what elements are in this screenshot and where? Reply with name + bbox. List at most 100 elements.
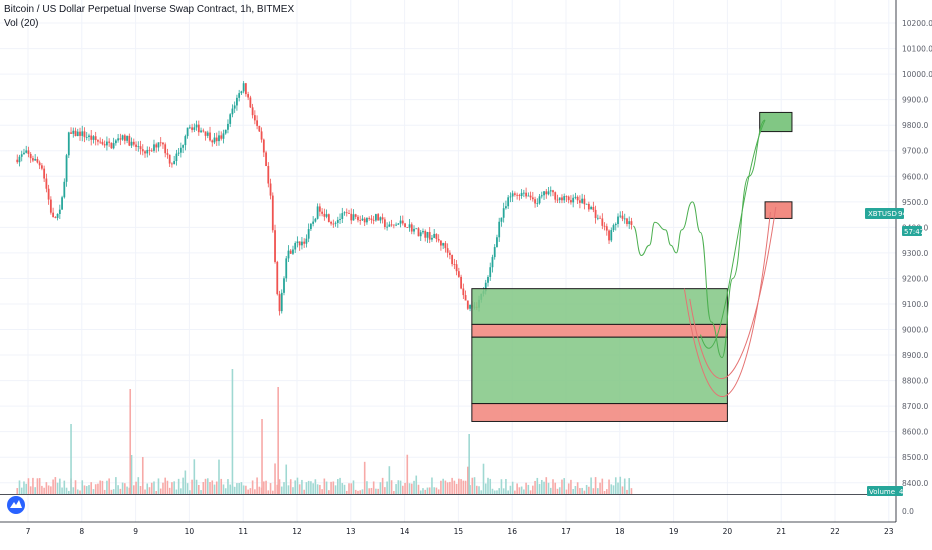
y-tick-label: 9300.0 bbox=[902, 249, 928, 258]
volume-bar bbox=[115, 477, 117, 494]
volume-bar bbox=[186, 483, 189, 494]
volume-bar bbox=[23, 481, 25, 494]
volume-tag-value: 493.289K bbox=[899, 488, 932, 496]
projection-curves[interactable] bbox=[632, 119, 777, 398]
volume-bar bbox=[139, 485, 142, 494]
volume-bar bbox=[408, 483, 411, 494]
candle-body bbox=[372, 219, 375, 221]
volume-bar bbox=[220, 478, 223, 494]
candle-body bbox=[500, 217, 503, 222]
volume-bar bbox=[388, 466, 391, 494]
candle-body bbox=[395, 224, 397, 226]
volume-bar bbox=[395, 484, 397, 494]
candle-body bbox=[428, 232, 431, 240]
candle-body bbox=[316, 206, 319, 219]
volume-bar-spike bbox=[231, 369, 234, 494]
candle-body bbox=[256, 120, 258, 126]
candle-body bbox=[583, 198, 586, 205]
volume-bar bbox=[265, 480, 267, 494]
candle-body bbox=[531, 197, 534, 200]
candle-body bbox=[233, 105, 236, 109]
volume-bar bbox=[509, 485, 512, 494]
position-boxes[interactable] bbox=[471, 111, 793, 422]
volume-bar bbox=[359, 490, 362, 494]
volume-bar-spike bbox=[261, 419, 263, 494]
candle-body bbox=[94, 136, 97, 141]
volume-bar bbox=[520, 486, 523, 494]
volume-bar bbox=[554, 482, 557, 494]
candle-body bbox=[188, 127, 191, 129]
volume-bar bbox=[126, 486, 128, 494]
candle-body bbox=[193, 127, 196, 130]
volume-bar-spike bbox=[277, 387, 279, 494]
candle-body bbox=[567, 196, 570, 201]
candle-body bbox=[150, 150, 153, 152]
candle-body bbox=[191, 127, 193, 130]
volume-bar bbox=[144, 489, 146, 494]
x-tick-label: 22 bbox=[830, 527, 840, 536]
volume-bar bbox=[124, 483, 126, 494]
candle-body bbox=[543, 191, 545, 196]
price-tag-symbol: XBTUSD bbox=[868, 210, 897, 218]
volume-bar bbox=[36, 478, 39, 494]
volume-bar bbox=[581, 487, 583, 494]
candle-body bbox=[301, 241, 303, 246]
candle-body bbox=[229, 114, 232, 124]
volume-bar bbox=[471, 477, 474, 494]
volume-bar bbox=[83, 485, 86, 494]
volume-bar bbox=[79, 490, 81, 494]
candle-body bbox=[339, 218, 341, 220]
candle-body bbox=[603, 225, 606, 227]
volume-bar bbox=[182, 477, 184, 494]
volume-bar bbox=[449, 481, 451, 494]
candle-body bbox=[379, 217, 382, 221]
volume-bar bbox=[529, 490, 532, 494]
volume-bar bbox=[370, 487, 373, 494]
candle-body bbox=[218, 135, 220, 142]
long-position-2-stop-zone bbox=[471, 403, 728, 422]
candle-body bbox=[536, 203, 539, 205]
volume-bar bbox=[146, 483, 149, 494]
candle-body bbox=[381, 217, 384, 220]
volume-bar bbox=[43, 487, 45, 494]
volume-bar bbox=[518, 487, 521, 494]
volume-bar bbox=[242, 485, 245, 494]
volume-bar bbox=[502, 488, 505, 494]
candle-body bbox=[56, 214, 59, 218]
volume-bar bbox=[81, 480, 84, 494]
volume-bar bbox=[525, 482, 527, 494]
candle-body bbox=[383, 219, 386, 227]
candle-body bbox=[32, 158, 34, 161]
candle-body bbox=[460, 276, 462, 289]
volume-bar bbox=[496, 490, 498, 494]
candle-body bbox=[516, 194, 519, 196]
tradingview-logo-icon[interactable] bbox=[7, 496, 25, 514]
candle-body bbox=[90, 135, 93, 140]
volume-bar bbox=[20, 487, 23, 494]
candle-body bbox=[612, 225, 615, 231]
volume-bar bbox=[576, 482, 579, 494]
candle-body bbox=[318, 206, 321, 212]
volume-bar bbox=[150, 482, 153, 494]
volume-bar bbox=[171, 482, 173, 494]
volume-bar bbox=[612, 485, 615, 494]
candle-body bbox=[79, 131, 81, 136]
volume-bar bbox=[563, 478, 566, 494]
volume-bar bbox=[54, 477, 57, 494]
candle-body bbox=[576, 196, 579, 201]
green-target bbox=[759, 111, 793, 133]
candle-body bbox=[489, 267, 492, 277]
volume-bar bbox=[18, 480, 21, 494]
volume-bar bbox=[45, 482, 48, 494]
candle-body bbox=[76, 131, 79, 137]
candle-body bbox=[448, 252, 451, 256]
volume-bar bbox=[350, 483, 353, 494]
candle-body bbox=[417, 228, 420, 237]
candle-body bbox=[605, 226, 608, 231]
candle-body bbox=[563, 196, 566, 201]
candle-body bbox=[267, 166, 270, 184]
volume-bar bbox=[572, 489, 574, 494]
candle-body bbox=[292, 249, 294, 254]
y-tick-label: 8800.0 bbox=[902, 377, 928, 386]
